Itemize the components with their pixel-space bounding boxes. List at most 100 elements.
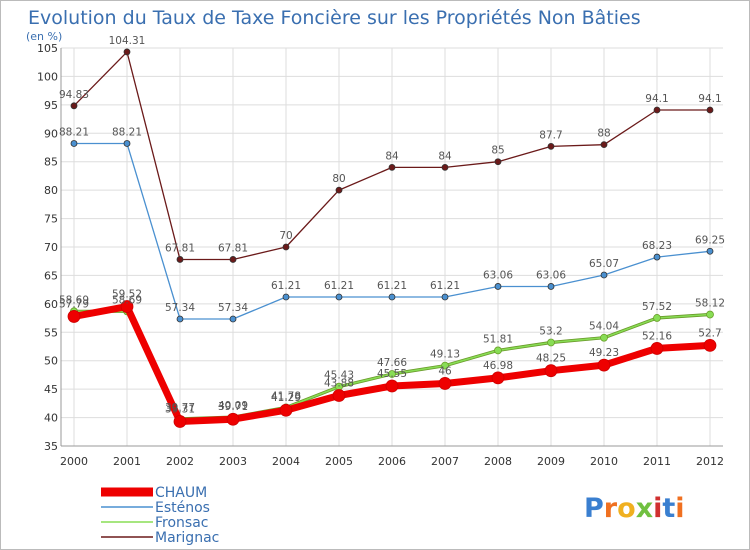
x-tick-label: 2009 [537, 455, 565, 468]
data-point [70, 102, 78, 110]
data-label: 104.31 [109, 35, 146, 47]
y-tick-label: 80 [44, 184, 58, 197]
y-tick-label: 55 [44, 326, 58, 339]
data-point [706, 247, 714, 255]
chart-subtitle: (en %) [26, 30, 62, 43]
data-point [653, 253, 661, 261]
data-point [600, 141, 608, 149]
data-point [229, 256, 237, 263]
x-tick-label: 2007 [431, 455, 459, 468]
data-label: 41.78 [271, 390, 301, 402]
y-tick-label: 50 [44, 355, 58, 368]
logo-letter: o [617, 493, 636, 524]
data-point [120, 300, 134, 313]
data-label: 51.81 [483, 333, 513, 345]
data-label: 59.52 [112, 289, 142, 301]
x-tick-label: 2008 [484, 455, 512, 468]
data-label: 58.69 [59, 294, 89, 306]
data-label: 52.16 [642, 330, 672, 342]
data-point [229, 315, 237, 323]
data-label: 43.88 [324, 378, 354, 390]
data-point [547, 338, 555, 347]
data-point [494, 346, 502, 355]
data-point [173, 415, 187, 428]
data-point [335, 186, 343, 194]
data-label: 39.77 [165, 402, 195, 414]
data-label: 54.04 [589, 321, 619, 333]
data-point [226, 412, 240, 426]
data-label: 48.25 [536, 353, 566, 365]
legend-label: CHAUM [155, 485, 207, 501]
data-label: 49.13 [430, 349, 460, 361]
data-point [544, 364, 558, 378]
data-point [67, 310, 81, 323]
data-label: 61.21 [271, 280, 301, 292]
data-label: 63.06 [483, 269, 513, 281]
data-point [332, 389, 346, 402]
data-point [176, 256, 184, 263]
x-tick-label: 2011 [643, 455, 671, 468]
data-labels: 94.83 104.31 67.81 67.81 70 80 84 84 85 87.7 88 94.… [59, 35, 725, 416]
data-label: 88.21 [112, 126, 142, 138]
chart-title: Evolution du Taux de Taxe Foncière sur l… [28, 7, 641, 29]
data-point [70, 140, 78, 147]
y-tick-label: 45 [44, 383, 58, 396]
x-tick-label: 2002 [166, 455, 194, 468]
data-label: 58.12 [695, 298, 725, 310]
data-point [388, 370, 396, 378]
data-label: 46.98 [483, 360, 513, 372]
data-point [279, 403, 293, 417]
data-point [494, 283, 502, 290]
y-tick-label: 75 [44, 213, 58, 226]
data-label: 57.79 [59, 298, 89, 310]
data-point [706, 310, 714, 319]
y-tick-label: 95 [44, 99, 58, 112]
data-point [176, 315, 184, 323]
data-label: 52.7 [698, 327, 721, 339]
y-tick-label: 105 [37, 42, 58, 55]
data-point [653, 314, 661, 322]
data-label: 40.09 [218, 400, 248, 412]
data-point [491, 371, 505, 385]
data-label: 61.21 [377, 280, 407, 292]
data-point [388, 293, 396, 301]
x-tick-label: 2004 [272, 455, 300, 468]
data-label: 63.06 [536, 269, 566, 281]
y-tick-label: 65 [44, 269, 58, 282]
data-label: 53.2 [539, 326, 562, 338]
data-point [441, 163, 449, 171]
legend-label: Esténos [155, 500, 210, 516]
data-label: 88 [597, 128, 610, 140]
data-label: 65.07 [589, 258, 619, 270]
y-tick-label: 85 [44, 156, 58, 169]
logo-letter: t [662, 493, 675, 524]
data-point [282, 293, 290, 301]
proxiti-logo: Proxiti [584, 493, 685, 524]
x-tick-label: 2010 [590, 455, 618, 468]
data-point [282, 243, 290, 251]
legend-label: Marignac [155, 530, 219, 546]
data-label: 46 [438, 365, 452, 377]
data-point [335, 293, 343, 301]
y-tick-label: 90 [44, 127, 58, 140]
data-label: 57.34 [165, 302, 195, 314]
data-point [547, 283, 555, 290]
x-tick-label: 2001 [113, 455, 141, 468]
data-point [441, 361, 449, 370]
axes: 35 40 45 50 55 60 65 70 75 80 85 90 95 100 105 2000 2001… [37, 42, 724, 468]
data-point [123, 140, 131, 147]
data-label: 88.21 [59, 126, 89, 138]
data-label: 58.69 [112, 294, 142, 306]
data-label: 61.21 [324, 280, 354, 292]
data-point [547, 142, 555, 150]
logo-letter: i [653, 493, 662, 524]
data-label: 57.34 [218, 302, 248, 314]
data-label: 39.31 [165, 403, 195, 415]
data-label: 41.29 [271, 392, 301, 404]
data-point [123, 48, 131, 56]
data-point [494, 158, 502, 166]
x-tick-label: 2012 [696, 455, 724, 468]
data-point [703, 338, 717, 352]
